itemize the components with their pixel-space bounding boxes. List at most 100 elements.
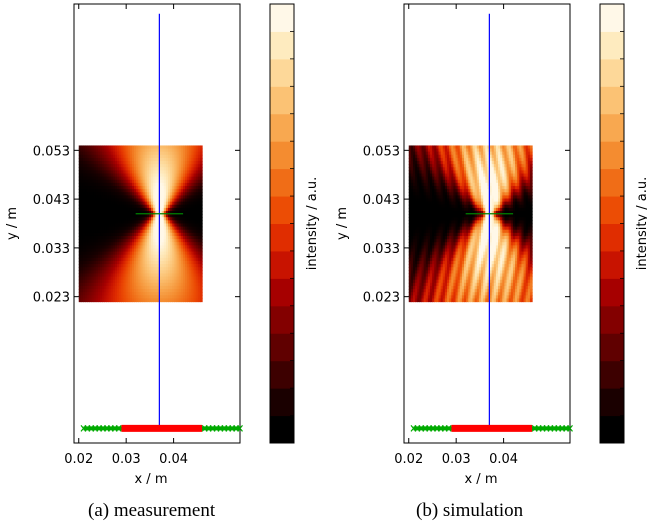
- heatmap-cell: [451, 151, 454, 156]
- heatmap-cell: [182, 217, 186, 221]
- heatmap-cell: [442, 207, 446, 212]
- heatmap-cell: [410, 148, 414, 153]
- heatmap-cell: [527, 242, 531, 246]
- heatmap-cell: [189, 195, 193, 200]
- heatmap-cell: [91, 170, 95, 175]
- heatmap-cell: [495, 148, 499, 153]
- heatmap-cell: [134, 220, 137, 225]
- heatmap-cell: [180, 264, 184, 268]
- heatmap-cell: [185, 195, 188, 200]
- heatmap-cell: [430, 239, 433, 243]
- heatmap-cell: [421, 192, 425, 197]
- heatmap-cell: [146, 267, 150, 271]
- heatmap-cell: [498, 189, 501, 193]
- heatmap-cell: [189, 229, 193, 234]
- heatmap-cell: [131, 257, 135, 262]
- heatmap-cell: [191, 257, 195, 262]
- heatmap-cell: [85, 223, 88, 228]
- heatmap-cell: [421, 161, 425, 165]
- heatmap-cell: [510, 217, 514, 221]
- heatmap-cell: [504, 223, 508, 228]
- heatmap-cell: [159, 189, 163, 193]
- heatmap-cell: [485, 154, 489, 159]
- heatmap-cell: [442, 189, 446, 193]
- heatmap-cell: [87, 289, 90, 293]
- heatmap-cell: [180, 164, 184, 168]
- heatmap-cell: [191, 270, 195, 275]
- heatmap-cell: [483, 176, 486, 181]
- heatmap-cell: [82, 148, 86, 153]
- heatmap-cell: [191, 229, 195, 234]
- heatmap-cell: [466, 242, 469, 246]
- heatmap-cell: [134, 245, 137, 250]
- heatmap-cell: [106, 148, 110, 153]
- heatmap-cell: [131, 276, 135, 281]
- heatmap-cell: [78, 289, 82, 293]
- heatmap-cell: [153, 157, 156, 162]
- heatmap-cell: [119, 176, 122, 181]
- heatmap-cell: [144, 267, 148, 271]
- heatmap-cell: [442, 226, 446, 231]
- heatmap-cell: [108, 198, 112, 203]
- heatmap-cell: [195, 292, 199, 296]
- heatmap-cell: [447, 214, 450, 218]
- heatmap-cell: [453, 164, 457, 168]
- heatmap-cell: [129, 198, 133, 203]
- heatmap-cell: [438, 204, 442, 209]
- heatmap-cell: [444, 164, 448, 168]
- heatmap-cell: [91, 195, 95, 200]
- heatmap-cell: [483, 229, 486, 234]
- heatmap-cell: [408, 251, 412, 256]
- heatmap-cell: [163, 223, 167, 228]
- heatmap-cell: [165, 273, 169, 278]
- heatmap-cell: [102, 285, 105, 290]
- heatmap-cell: [168, 242, 171, 246]
- heatmap-cell: [417, 173, 420, 178]
- heatmap-cell: [180, 192, 184, 197]
- heatmap-cell: [508, 223, 512, 228]
- heatmap-cell: [82, 214, 86, 218]
- heatmap-cell: [168, 264, 171, 268]
- heatmap-cell: [489, 176, 493, 181]
- heatmap-cell: [434, 214, 437, 218]
- heatmap-cell: [180, 292, 184, 296]
- heatmap-cell: [504, 176, 508, 181]
- heatmap-cell: [199, 289, 203, 293]
- heatmap-cell: [102, 179, 105, 184]
- heatmap-cell: [155, 279, 159, 284]
- heatmap-cell: [512, 229, 516, 234]
- heatmap-cell: [127, 229, 131, 234]
- heatmap-cell: [455, 239, 459, 243]
- heatmap-cell: [87, 201, 90, 206]
- heatmap-cell: [144, 251, 148, 256]
- heatmap-cell: [131, 235, 135, 240]
- heatmap-cell: [142, 220, 146, 225]
- heatmap-cell: [197, 248, 201, 253]
- heatmap-cell: [121, 157, 124, 162]
- heatmap-cell: [523, 170, 527, 175]
- heatmap-cell: [529, 192, 533, 197]
- heatmap-cell: [423, 164, 427, 168]
- heatmap-cell: [481, 154, 484, 159]
- heatmap-cell: [199, 164, 203, 168]
- heatmap-cell: [102, 235, 105, 240]
- heatmap-cell: [93, 201, 97, 206]
- heatmap-cell: [408, 204, 412, 209]
- heatmap-cell: [444, 242, 448, 246]
- heatmap-cell: [504, 151, 508, 156]
- heatmap-cell: [180, 273, 184, 278]
- heatmap-cell: [97, 154, 101, 159]
- heatmap-cell: [134, 223, 137, 228]
- heatmap-cell: [504, 157, 508, 162]
- heatmap-cell: [123, 201, 127, 206]
- heatmap-cell: [85, 211, 88, 215]
- heatmap-cell: [100, 298, 103, 303]
- heatmap-cell: [131, 207, 135, 212]
- heatmap-cell: [459, 164, 463, 168]
- heatmap-cell: [491, 248, 495, 253]
- heatmap-cell: [187, 189, 190, 193]
- heatmap-cell: [189, 270, 193, 275]
- heatmap-cell: [485, 148, 489, 153]
- heatmap-cell: [510, 173, 514, 178]
- heatmap-cell: [140, 254, 144, 259]
